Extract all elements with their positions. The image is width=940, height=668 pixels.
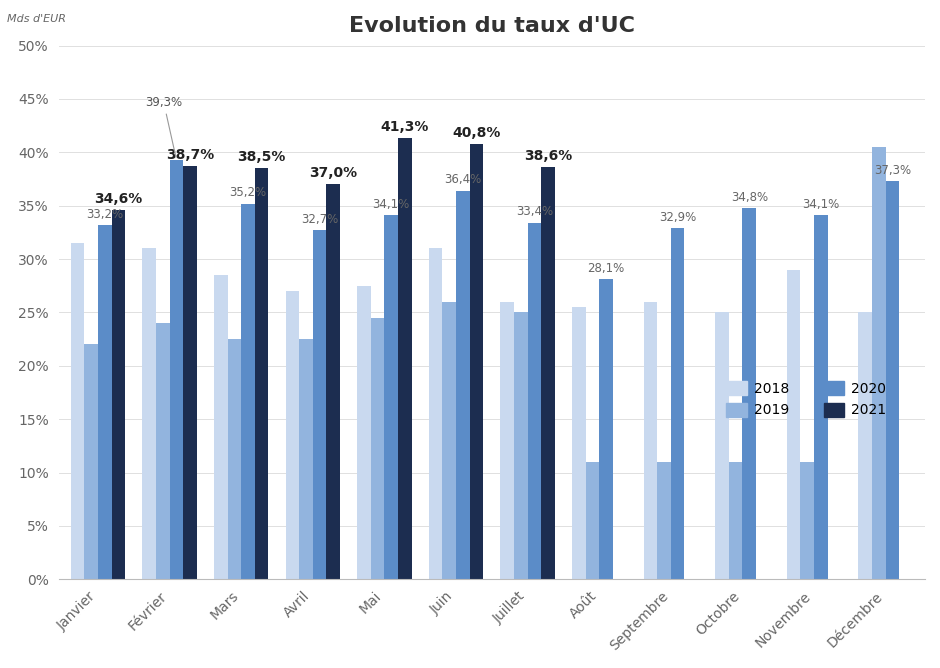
Bar bbox=[657, 462, 671, 579]
Bar bbox=[470, 144, 483, 579]
Bar bbox=[885, 181, 900, 579]
Bar bbox=[214, 275, 227, 579]
Bar bbox=[541, 167, 555, 579]
Bar bbox=[787, 270, 801, 579]
Text: 32,9%: 32,9% bbox=[659, 211, 697, 224]
Text: 33,2%: 33,2% bbox=[86, 208, 123, 220]
Bar bbox=[572, 307, 586, 579]
Bar bbox=[814, 215, 827, 579]
Text: 37,3%: 37,3% bbox=[874, 164, 911, 177]
Bar bbox=[242, 204, 255, 579]
Bar bbox=[98, 225, 112, 579]
Text: 34,6%: 34,6% bbox=[94, 192, 143, 206]
Bar bbox=[170, 160, 183, 579]
Bar bbox=[500, 302, 514, 579]
Bar bbox=[599, 279, 613, 579]
Bar bbox=[326, 184, 340, 579]
Text: 34,1%: 34,1% bbox=[372, 198, 410, 211]
Bar bbox=[156, 323, 170, 579]
Text: 32,7%: 32,7% bbox=[301, 213, 338, 226]
Bar bbox=[644, 302, 657, 579]
Bar bbox=[255, 168, 269, 579]
Bar bbox=[398, 138, 412, 579]
Bar bbox=[456, 191, 470, 579]
Text: 35,2%: 35,2% bbox=[229, 186, 267, 199]
Text: 37,0%: 37,0% bbox=[309, 166, 357, 180]
Bar bbox=[299, 339, 313, 579]
Bar bbox=[143, 248, 156, 579]
Bar bbox=[85, 345, 98, 579]
Legend: 2018, 2019, 2020, 2021: 2018, 2019, 2020, 2021 bbox=[720, 375, 892, 423]
Text: Mds d'EUR: Mds d'EUR bbox=[7, 14, 66, 24]
Text: 38,5%: 38,5% bbox=[238, 150, 286, 164]
Text: 34,1%: 34,1% bbox=[802, 198, 839, 211]
Bar bbox=[728, 462, 743, 579]
Bar bbox=[70, 243, 85, 579]
Bar bbox=[183, 166, 196, 579]
Bar bbox=[371, 318, 384, 579]
Bar bbox=[357, 286, 371, 579]
Text: 36,4%: 36,4% bbox=[445, 174, 481, 186]
Bar bbox=[443, 302, 456, 579]
Bar bbox=[872, 147, 885, 579]
Text: 33,4%: 33,4% bbox=[516, 206, 553, 218]
Text: 38,6%: 38,6% bbox=[524, 149, 572, 163]
Bar bbox=[715, 313, 728, 579]
Bar bbox=[743, 208, 756, 579]
Bar bbox=[429, 248, 443, 579]
Text: 39,3%: 39,3% bbox=[145, 96, 182, 157]
Text: 40,8%: 40,8% bbox=[452, 126, 501, 140]
Bar bbox=[313, 230, 326, 579]
Text: 28,1%: 28,1% bbox=[588, 262, 625, 275]
Bar bbox=[384, 215, 398, 579]
Bar bbox=[586, 462, 599, 579]
Bar bbox=[286, 291, 299, 579]
Text: 41,3%: 41,3% bbox=[381, 120, 429, 134]
Bar bbox=[858, 313, 872, 579]
Bar bbox=[801, 462, 814, 579]
Bar bbox=[227, 339, 242, 579]
Text: 34,8%: 34,8% bbox=[730, 190, 768, 204]
Bar bbox=[112, 210, 125, 579]
Title: Evolution du taux d'UC: Evolution du taux d'UC bbox=[349, 15, 634, 35]
Bar bbox=[527, 222, 541, 579]
Bar bbox=[671, 228, 684, 579]
Text: 38,7%: 38,7% bbox=[166, 148, 214, 162]
Bar bbox=[514, 313, 527, 579]
